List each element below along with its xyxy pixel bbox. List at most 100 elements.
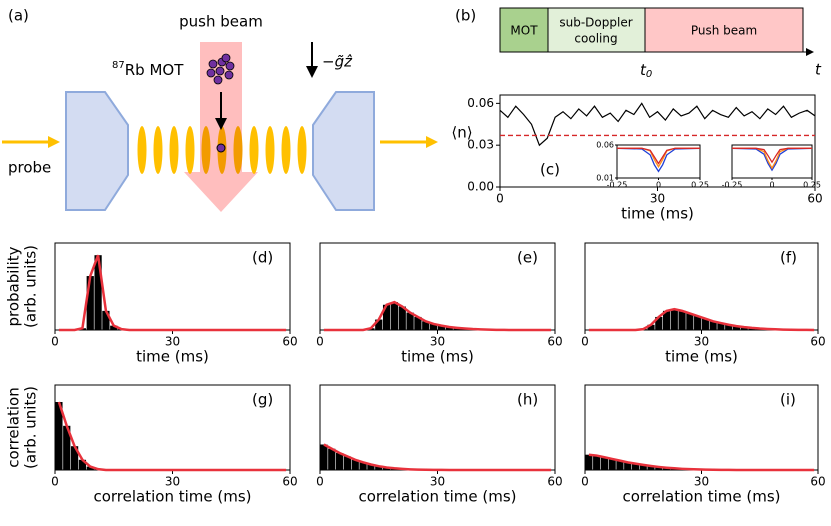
- gravity-arrow-head: [306, 66, 318, 78]
- bar: [351, 459, 359, 470]
- y-axis-label: ⟨n⟩: [451, 124, 472, 142]
- bar: [398, 306, 406, 330]
- bar: [600, 457, 608, 470]
- x-tick-label: 60: [810, 475, 825, 489]
- x-tick-label: -0.25: [722, 181, 743, 190]
- bar: [662, 310, 671, 330]
- x-tick-label: -0.25: [607, 181, 628, 190]
- x-tick-label: 0: [316, 335, 324, 349]
- x-tick-label: 60: [282, 475, 297, 489]
- stage-label: MOT: [510, 24, 538, 38]
- bar: [63, 425, 71, 470]
- x-tick-label: 60: [807, 192, 822, 206]
- mot-cloud: [206, 53, 235, 85]
- bar: [437, 325, 446, 330]
- plot-area: [616, 144, 701, 179]
- inset-curve: [731, 147, 813, 172]
- panel-label: (a): [8, 7, 29, 25]
- fit-line: [57, 401, 287, 472]
- x-tick-label: 0: [581, 475, 589, 489]
- bar: [670, 309, 678, 330]
- x-tick-label: 30: [430, 475, 445, 489]
- bar: [732, 326, 741, 330]
- fit-line: [588, 307, 815, 332]
- bar: [110, 325, 118, 330]
- inset-curve: [732, 147, 812, 170]
- push-beam-label: push beam: [179, 13, 263, 31]
- panel-label: (g): [252, 391, 273, 409]
- x-tick-label: 0: [656, 181, 661, 190]
- diagram: (a) push beam 87Rb MOT −g̃ẑ probe: [2, 7, 438, 212]
- bar: [382, 304, 391, 330]
- bar: [78, 459, 87, 470]
- stage-mot: [499, 7, 549, 53]
- x-tick-label: 60: [282, 335, 297, 349]
- bar: [86, 466, 94, 470]
- t-label: t: [815, 61, 822, 79]
- y-tick-label: 0.03: [467, 138, 494, 152]
- x-tick-label: 60: [810, 335, 825, 349]
- inset-curve: [732, 147, 812, 164]
- y-axis-label: correlation: [5, 387, 23, 468]
- x-axis-label: correlation time (ms): [622, 488, 780, 506]
- plot-area: [319, 242, 556, 331]
- panel-label: (h): [517, 391, 538, 409]
- bar: [367, 464, 375, 470]
- timeline: (b) MOT sub-Doppler cooling Push beam t0…: [455, 7, 822, 81]
- fit-line: [588, 453, 815, 472]
- x-tick-label: 30: [694, 475, 709, 489]
- y-tick-label: 0.06: [467, 96, 494, 110]
- time-axis-head: [806, 48, 814, 56]
- bars: [639, 309, 810, 330]
- probe-label: probe: [8, 159, 51, 177]
- x-tick-label: 30: [694, 335, 709, 349]
- x-tick-label: 0: [769, 181, 774, 190]
- panel-label: (c): [540, 161, 560, 179]
- bar: [328, 448, 336, 470]
- x-axis-label: time (ms): [665, 348, 738, 366]
- x-tick-label: 0.25: [803, 181, 821, 190]
- x-tick-label: 30: [165, 335, 180, 349]
- t0-label: t0: [640, 61, 652, 81]
- bar: [422, 321, 430, 330]
- bar: [320, 444, 328, 470]
- bar: [678, 310, 686, 330]
- drop-arrow-head: [215, 118, 227, 130]
- y-tick-label: 0.00: [467, 180, 494, 194]
- panel-label: (f): [780, 249, 797, 267]
- bar: [102, 310, 110, 330]
- stage-label: cooling: [574, 32, 617, 46]
- x-tick-label: 30: [430, 335, 445, 349]
- bar: [359, 462, 367, 470]
- mot-text: Rb MOT: [125, 61, 184, 79]
- stage-label: Push beam: [691, 24, 757, 38]
- probe-arrow-in-head: [48, 136, 60, 148]
- bar: [616, 460, 624, 470]
- bar: [429, 323, 438, 330]
- bar: [709, 321, 717, 330]
- inset-curve: [617, 147, 700, 165]
- bar: [686, 313, 694, 330]
- bar: [593, 455, 601, 470]
- x-axis-label: time (ms): [621, 205, 694, 223]
- plot-area: [54, 242, 291, 331]
- y-axis-label: (arb. units): [22, 386, 40, 469]
- bar: [655, 466, 663, 470]
- panel-label: (i): [780, 391, 796, 409]
- x-axis-label: correlation time (ms): [358, 488, 516, 506]
- x-tick-label: 0: [51, 335, 59, 349]
- bar: [655, 316, 663, 330]
- atom: [216, 143, 226, 153]
- bar: [86, 276, 94, 330]
- trace: [499, 102, 816, 147]
- x-tick-label: 0: [316, 475, 324, 489]
- x-axis-label: time (ms): [401, 348, 474, 366]
- fit-line: [323, 300, 552, 332]
- x-axis-label: time (ms): [136, 348, 209, 366]
- bar: [725, 324, 733, 330]
- inset-curve: [616, 147, 701, 173]
- y-axis-label: probability: [5, 246, 23, 326]
- plot-area: [54, 384, 291, 471]
- bar: [390, 302, 399, 330]
